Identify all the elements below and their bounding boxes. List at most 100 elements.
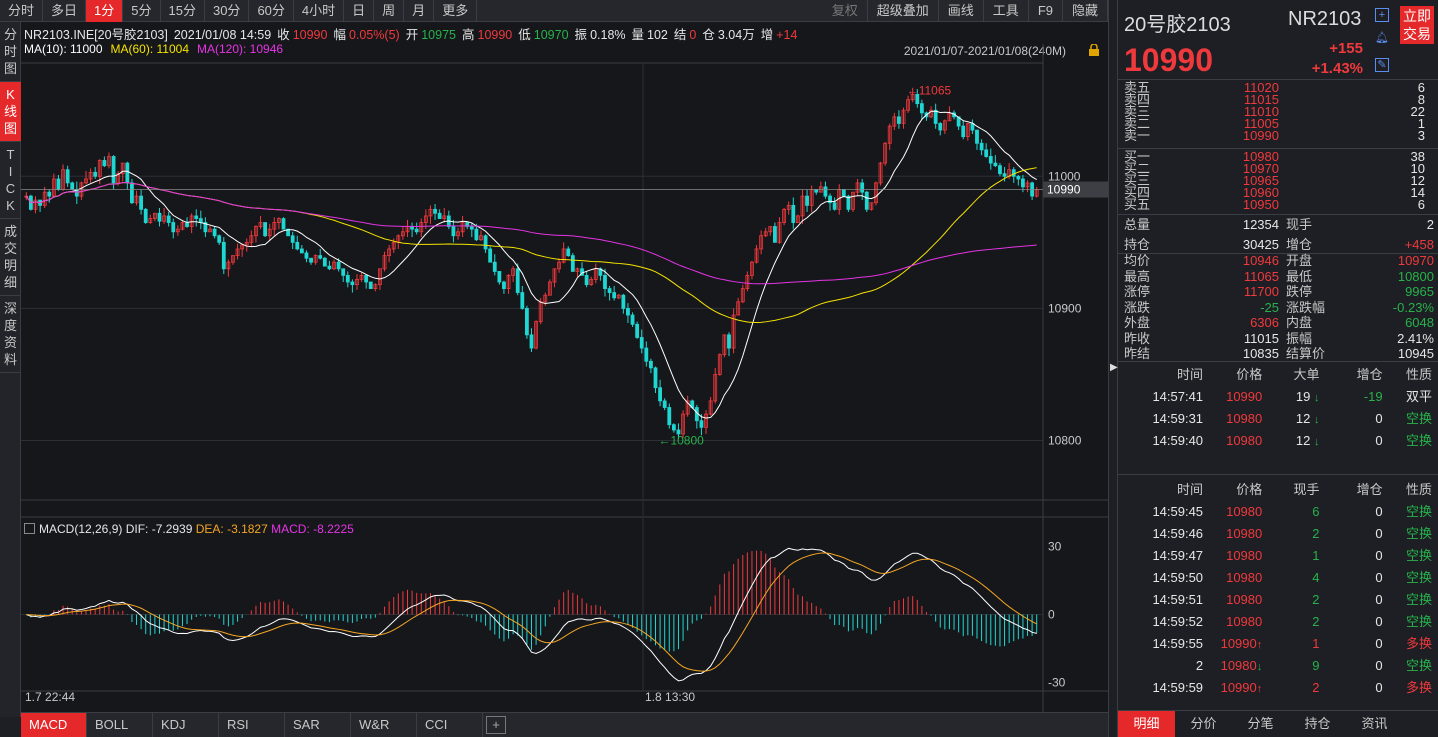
- bid-row-0[interactable]: 买一 10980 38: [1124, 150, 1434, 163]
- ask-row-1[interactable]: 卖四 11015 8: [1124, 93, 1434, 106]
- candle-body: [401, 231, 405, 237]
- detail-tab-2[interactable]: 分笔: [1247, 716, 1274, 731]
- left-tab-0[interactable]: 分时图: [0, 22, 21, 82]
- alarm-icon[interactable]: 🔔︎: [1375, 32, 1389, 44]
- detail-tab-1[interactable]: 分价: [1190, 716, 1217, 731]
- candle-body: [731, 314, 736, 349]
- bid-volume: 6: [1417, 197, 1425, 212]
- candle-body: [717, 354, 722, 375]
- candle-body: [175, 228, 180, 233]
- range-label: 2021/01/07-2021/01/08(240M): [903, 44, 1066, 58]
- collapse-arrow-icon[interactable]: ▶: [1110, 362, 1118, 373]
- candle-body: [134, 195, 139, 204]
- bid-row-2[interactable]: 买三 10965 12: [1124, 174, 1434, 187]
- candle-body: [437, 212, 442, 219]
- indicator-tab-4[interactable]: SAR: [285, 713, 351, 737]
- candle-body: [855, 182, 860, 193]
- help-icon[interactable]: [24, 523, 35, 534]
- indicator-tab-0[interactable]: MACD: [21, 713, 87, 737]
- toolbar-button-4[interactable]: F9: [1029, 0, 1063, 22]
- toolbar-button-5[interactable]: 隐藏: [1063, 0, 1108, 22]
- period-tab-4[interactable]: 15分: [161, 0, 205, 22]
- tick-row-5[interactable]: 14:59:52 10980 2 0 空换: [1132, 611, 1432, 633]
- period-tab-5[interactable]: 30分: [205, 0, 250, 22]
- bar-amp-label: 幅: [333, 28, 346, 42]
- ask-row-3[interactable]: 卖二 11005 1: [1124, 117, 1434, 130]
- tick-row-8[interactable]: 14:59:59 10990↑ 2 0 多换: [1132, 677, 1432, 699]
- period-tab-10[interactable]: 月: [404, 0, 435, 22]
- tick-row-3[interactable]: 14:59:50 10980 4 0 空换: [1132, 567, 1432, 589]
- stat-row-5: 昨收 11015 振幅 2.41%: [1124, 331, 1434, 347]
- candle-body: [534, 321, 538, 349]
- left-tab-3[interactable]: 成交明细: [0, 219, 21, 296]
- ask-row-2[interactable]: 卖三 11010 22: [1124, 105, 1434, 118]
- toolbar-button-0[interactable]: 复权: [823, 0, 868, 22]
- bar-vol-label: 量: [631, 28, 645, 42]
- add-indicator-button[interactable]: +: [486, 716, 506, 734]
- period-tab-1[interactable]: 多日: [43, 0, 87, 22]
- detail-tab-0[interactable]: 明细: [1118, 711, 1175, 737]
- period-tab-8[interactable]: 日: [344, 0, 375, 22]
- candle-body: [428, 208, 433, 217]
- period-tab-11[interactable]: 更多: [434, 0, 478, 22]
- price-plot[interactable]: 11000 10900 10800 1.7 22:44 1.8 13:30 10990 ←1…: [21, 22, 1108, 712]
- candle-body: [364, 274, 369, 283]
- tick-row-1[interactable]: 14:59:46 10980 2 0 空换: [1132, 523, 1432, 545]
- candle-body: [750, 261, 754, 276]
- tick-row-4[interactable]: 14:59:51 10980 2 0 空换: [1132, 589, 1432, 611]
- candle-body: [612, 292, 617, 299]
- kline-chart-area[interactable]: NR2103.INE[20号胶2103] 2021/01/08 14:59 收 109…: [21, 22, 1108, 712]
- trade-volume: 12 ↓: [1295, 411, 1320, 426]
- candle-body: [368, 281, 373, 290]
- candle-body: [887, 125, 892, 144]
- big-trade-row-1[interactable]: 14:59:31 10980 12 ↓ 0 空换: [1132, 408, 1432, 430]
- period-tab-9[interactable]: 周: [374, 0, 405, 22]
- ask-row-4[interactable]: 卖一 10990 3: [1124, 129, 1434, 142]
- candle-body: [235, 248, 240, 256]
- period-tab-3[interactable]: 5分: [123, 0, 161, 22]
- period-tab-0[interactable]: 分时: [0, 0, 44, 22]
- toolbar-button-1[interactable]: 超级叠加: [868, 0, 939, 22]
- tick-row-2[interactable]: 14:59:47 10980 1 0 空换: [1132, 545, 1432, 567]
- add-icon[interactable]: +: [1375, 8, 1389, 22]
- trade-nature: 空换: [1405, 411, 1432, 426]
- toolbar-button-3[interactable]: 工具: [984, 0, 1029, 22]
- lock-icon[interactable]: [1088, 44, 1100, 56]
- indicator-tab-2[interactable]: KDJ: [153, 713, 219, 737]
- quick-trade-button[interactable]: 立即交易: [1400, 6, 1434, 44]
- candle-body: [107, 156, 111, 167]
- left-tab-4[interactable]: 深度资料: [0, 296, 21, 373]
- indicator-tab-5[interactable]: W&R: [351, 713, 417, 737]
- indicator-tab-1[interactable]: BOLL: [87, 713, 153, 737]
- tick-nature: 多换: [1405, 636, 1432, 651]
- tick-row-7[interactable]: 2 10980↓ 9 0 空换: [1132, 655, 1432, 677]
- toolbar-button-2[interactable]: 画线: [939, 0, 984, 22]
- candle-body: [864, 191, 869, 210]
- candle-body: [662, 400, 667, 408]
- tick-row-6[interactable]: 14:59:55 10990↑ 1 0 多换: [1132, 633, 1432, 655]
- candle-body: [157, 212, 162, 222]
- indicator-tab-3[interactable]: RSI: [219, 713, 285, 737]
- candle-body: [254, 226, 258, 237]
- big-trade-row-0[interactable]: 14:57:41 10990 19 ↓ -19 双平: [1132, 386, 1432, 408]
- panel-splitter[interactable]: ▶: [1108, 0, 1118, 737]
- period-tab-2[interactable]: 1分: [86, 0, 124, 22]
- bid-row-4[interactable]: 买五 10950 6: [1124, 197, 1434, 212]
- detail-tab-3[interactable]: 持仓: [1304, 716, 1331, 731]
- ask-row-0[interactable]: 卖五 11020 6: [1124, 81, 1434, 94]
- candle-body: [483, 235, 488, 250]
- tick-row-0[interactable]: 14:59:45 10980 6 0 空换: [1132, 501, 1432, 523]
- big-trade-row-2[interactable]: 14:59:40 10980 12 ↓ 0 空换: [1132, 430, 1432, 452]
- candle-body: [249, 235, 254, 243]
- tick-volume: 2: [1312, 680, 1320, 695]
- indicator-tab-6[interactable]: CCI: [417, 713, 483, 737]
- edit-icon[interactable]: ✎: [1375, 58, 1389, 72]
- bid-row-3[interactable]: 买四 10960 14: [1124, 186, 1434, 199]
- period-tab-7[interactable]: 4小时: [294, 0, 345, 22]
- period-tab-6[interactable]: 60分: [249, 0, 294, 22]
- bid-row-1[interactable]: 买二 10970 10: [1124, 162, 1434, 175]
- stat-value: 9965: [1405, 284, 1434, 299]
- detail-tab-4[interactable]: 资讯: [1361, 716, 1388, 731]
